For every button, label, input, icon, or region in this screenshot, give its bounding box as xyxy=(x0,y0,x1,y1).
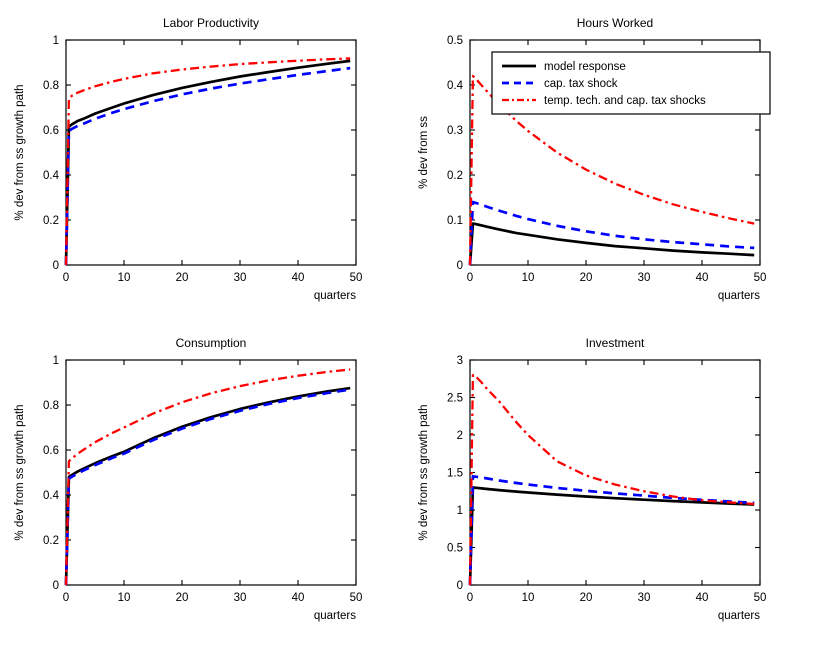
y-tick-label: 0.8 xyxy=(43,400,59,412)
x-tick-label: 40 xyxy=(696,592,709,604)
series-line-dashed xyxy=(64,66,351,266)
chart-title: Hours Worked xyxy=(577,16,653,30)
y-tick-label: 1.5 xyxy=(447,468,463,480)
subplot-investment: 0 10 20 30 40 50 0 0.5 1 1.5 2 2.5 3 Investment % dev … xyxy=(412,322,807,637)
series-line-solid xyxy=(468,222,755,266)
axes-box xyxy=(65,359,357,586)
y-axis-label: % dev from ss xyxy=(418,116,430,189)
y-tick-label: 0.2 xyxy=(43,535,59,547)
x-tick-label: 10 xyxy=(522,272,535,284)
x-tick-label: 0 xyxy=(467,592,473,604)
y-tick-label: 0.5 xyxy=(447,543,463,555)
x-tick-label: 0 xyxy=(63,272,69,284)
x-tick-label: 40 xyxy=(292,592,305,604)
chart-title: Labor Productivity xyxy=(163,16,259,30)
legend-box xyxy=(491,51,771,115)
y-tick-label: 0.5 xyxy=(447,35,463,47)
y-axis-label: % dev from ss growth path xyxy=(14,84,26,220)
legend-label: temp. tech. and cap. tax shocks xyxy=(544,95,706,107)
series-line-dashdot xyxy=(64,57,351,266)
x-tick-label: 30 xyxy=(234,272,247,284)
chart-title: Investment xyxy=(586,336,645,350)
y-tick-label: 0.2 xyxy=(43,215,59,227)
chart-consumption: 0 10 20 30 40 50 0 0.2 0.4 0.6 0.8 1 Consumption % de… xyxy=(14,336,363,622)
y-tick-label: 2.5 xyxy=(447,393,463,405)
x-tick-label: 10 xyxy=(118,592,131,604)
series-line-dashdot xyxy=(468,373,755,586)
x-axis-label: quarters xyxy=(314,610,356,622)
series-line-dashdot xyxy=(468,74,755,266)
chart-investment: 0 10 20 30 40 50 0 0.5 1 1.5 2 2.5 3 Investment % dev … xyxy=(418,336,767,622)
legend-label: model response xyxy=(544,61,626,73)
y-tick-label: 1 xyxy=(53,355,59,367)
y-axis-label: % dev from ss growth path xyxy=(14,404,26,540)
x-tick-label: 50 xyxy=(350,592,363,604)
subplot-hours-worked: 0 10 20 30 40 50 0 0.1 0.2 0.3 0.4 0.5 Hours Worked%… xyxy=(412,2,807,317)
legend-label: cap. tax shock xyxy=(544,78,618,90)
y-tick-label: 0.2 xyxy=(447,170,463,182)
axes-box xyxy=(65,39,357,266)
x-tick-label: 30 xyxy=(234,592,247,604)
x-axis-label: quarters xyxy=(718,610,760,622)
x-tick-label: 40 xyxy=(696,272,709,284)
y-tick-label: 0.4 xyxy=(43,170,60,182)
x-tick-label: 30 xyxy=(638,272,651,284)
x-tick-label: 10 xyxy=(522,592,535,604)
y-tick-label: 0.6 xyxy=(43,125,59,137)
x-tick-label: 20 xyxy=(176,592,189,604)
x-tick-label: 20 xyxy=(176,272,189,284)
x-tick-label: 50 xyxy=(350,272,363,284)
y-tick-label: 0.1 xyxy=(447,215,463,227)
x-axis-label: quarters xyxy=(718,290,760,302)
x-tick-label: 20 xyxy=(580,272,593,284)
chart-title: Consumption xyxy=(176,336,247,350)
y-tick-label: 0 xyxy=(457,260,463,272)
x-tick-label: 40 xyxy=(292,272,305,284)
x-tick-label: 50 xyxy=(754,272,767,284)
x-axis-label: quarters xyxy=(314,290,356,302)
series-line-solid xyxy=(468,486,755,586)
subplot-consumption: 0 10 20 30 40 50 0 0.2 0.4 0.6 0.8 1 Consumption % de… xyxy=(8,322,403,637)
y-tick-label: 0.6 xyxy=(43,445,59,457)
chart-labor-productivity: 0 10 20 30 40 50 0 0.2 0.4 0.6 0.8 1 Labor Productiv… xyxy=(14,16,363,302)
x-tick-label: 50 xyxy=(754,592,767,604)
y-tick-label: 1 xyxy=(53,35,59,47)
y-tick-label: 0.8 xyxy=(43,80,59,92)
y-tick-label: 1 xyxy=(457,505,463,517)
series-line-dashdot xyxy=(64,368,351,586)
series-line-solid xyxy=(64,386,351,586)
y-axis-label: % dev from ss growth path xyxy=(418,404,430,540)
x-tick-label: 10 xyxy=(118,272,131,284)
subplot-labor-productivity: 0 10 20 30 40 50 0 0.2 0.4 0.6 0.8 1 Labor Productiv… xyxy=(8,2,403,317)
y-tick-label: 0 xyxy=(53,580,59,592)
y-tick-label: 0 xyxy=(53,260,59,272)
chart-hours-worked: 0 10 20 30 40 50 0 0.1 0.2 0.3 0.4 0.5 Hours Worked%… xyxy=(418,16,771,302)
x-tick-label: 30 xyxy=(638,592,651,604)
y-tick-label: 0 xyxy=(457,580,463,592)
series-line-solid xyxy=(64,59,351,266)
series-line-dashed xyxy=(468,200,755,266)
axes-box xyxy=(469,359,761,586)
series-line-dashed xyxy=(64,388,351,586)
y-tick-label: 3 xyxy=(457,355,463,367)
x-tick-label: 0 xyxy=(63,592,69,604)
x-tick-label: 20 xyxy=(580,592,593,604)
y-tick-label: 0.3 xyxy=(447,125,463,137)
y-tick-label: 0.4 xyxy=(447,80,464,92)
x-tick-label: 0 xyxy=(467,272,473,284)
y-tick-label: 2 xyxy=(457,430,463,442)
y-tick-label: 0.4 xyxy=(43,490,60,502)
